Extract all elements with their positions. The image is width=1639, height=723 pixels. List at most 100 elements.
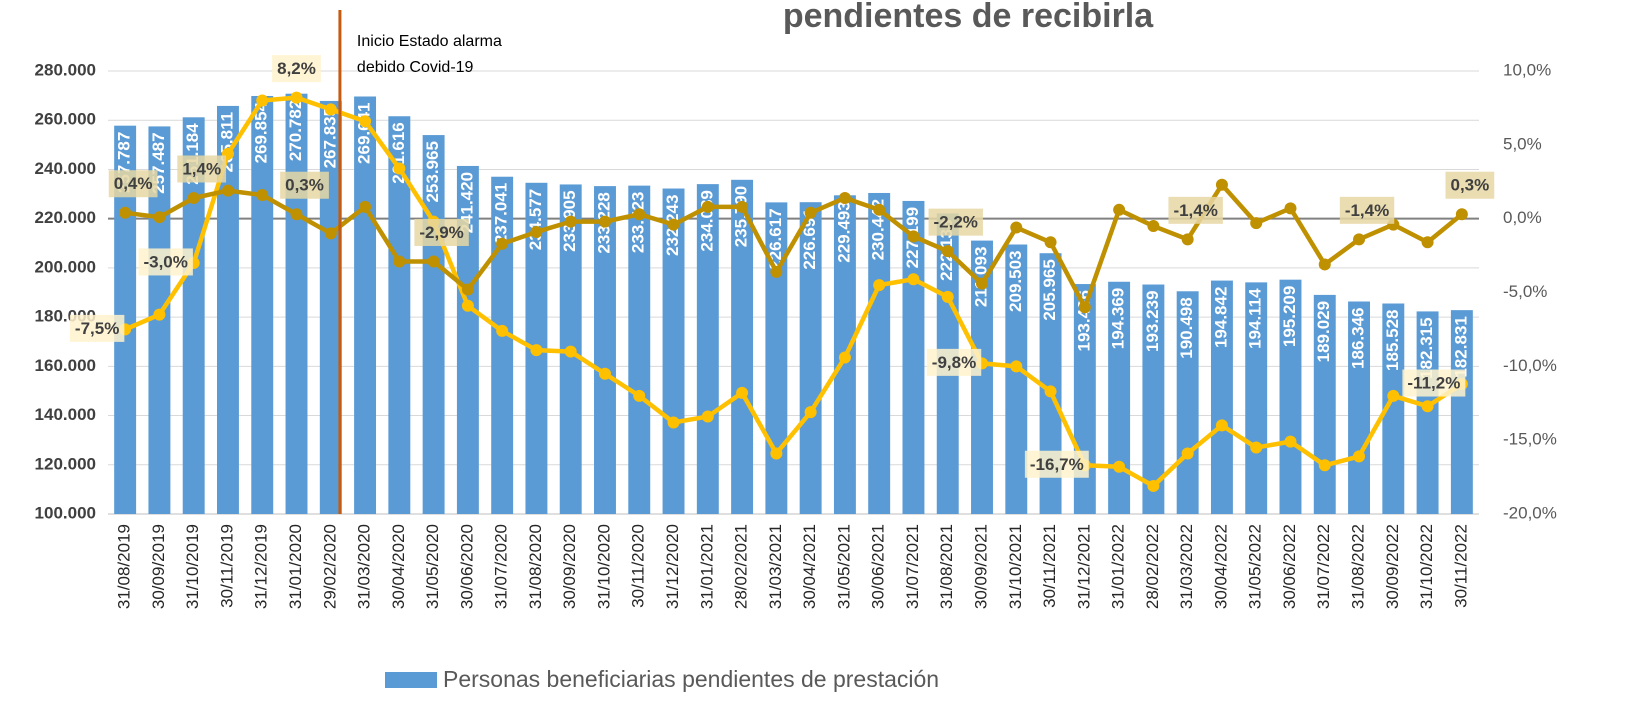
y-tick-label: 200.000 <box>35 257 96 276</box>
line-marker <box>941 290 954 303</box>
bar <box>1450 310 1473 514</box>
line-marker <box>461 299 474 312</box>
line-value-label: -11,2% <box>1407 374 1460 393</box>
y-tick-label: 160.000 <box>35 356 96 375</box>
line-marker <box>838 191 851 204</box>
line-marker <box>1010 360 1023 373</box>
x-tick-label: 31/07/2022 <box>1314 524 1333 609</box>
x-tick-label: 31/08/2022 <box>1349 524 1368 609</box>
bar <box>456 165 479 515</box>
y-tick-label: 280.000 <box>35 60 96 79</box>
line-marker <box>1113 460 1126 473</box>
bar <box>388 116 411 515</box>
line-marker <box>359 200 372 213</box>
x-tick-label: 31/08/2021 <box>937 524 956 609</box>
line-label: 0,3% <box>280 171 329 199</box>
line-marker <box>1078 301 1091 314</box>
bar-value-label: 234.039 <box>697 190 716 251</box>
bar <box>628 185 651 515</box>
line-value-label: 1,4% <box>182 159 221 178</box>
line <box>124 95 1464 489</box>
line-marker <box>153 308 166 321</box>
line-label: -2,9% <box>414 218 469 246</box>
line-value-label: -2,2% <box>934 213 978 232</box>
line-value-label: 0,3% <box>285 176 324 195</box>
bar-value-label: 267.835 <box>320 107 339 168</box>
line-label: -11,2% <box>1402 369 1466 397</box>
line-marker <box>359 115 372 128</box>
line-marker <box>1147 479 1160 492</box>
x-tick-label: 31/05/2020 <box>423 524 442 609</box>
line-marker <box>290 91 303 104</box>
bar <box>1108 281 1131 514</box>
line-marker <box>530 344 543 357</box>
y2-tick-label: 0,0% <box>1503 208 1542 227</box>
line-marker <box>873 203 886 216</box>
legend-label: Personas beneficiarias pendientes de pre… <box>443 666 939 692</box>
line-value-label: -3,0% <box>143 252 187 271</box>
line-marker <box>324 227 337 240</box>
line-label: -2,2% <box>928 208 983 236</box>
line-label-bg <box>138 248 193 276</box>
line-marker <box>1353 450 1366 463</box>
line-label-bg <box>1402 369 1466 397</box>
bar-value-label: 190.498 <box>1177 297 1196 358</box>
line-marker <box>736 200 749 213</box>
line-marker <box>1353 233 1366 246</box>
x-tick-label: 30/04/2021 <box>800 524 819 609</box>
line-marker <box>393 255 406 268</box>
line-marker <box>427 255 440 268</box>
line-marker <box>1215 178 1228 191</box>
line <box>124 182 1464 310</box>
annotation-text: debido Covid-19 <box>357 59 474 76</box>
line-marker <box>1318 459 1331 472</box>
bar <box>1039 253 1062 514</box>
line-marker <box>119 206 132 219</box>
bar-value-label: 186.346 <box>1349 307 1368 368</box>
line-label-bg <box>1168 196 1223 224</box>
line-marker <box>153 211 166 224</box>
line-value-label: 8,2% <box>277 59 316 78</box>
bar-value-label: 211.093 <box>971 247 990 308</box>
line-marker <box>701 200 714 213</box>
line-marker <box>667 416 680 429</box>
x-tick-label: 30/11/2020 <box>629 524 648 608</box>
bar-value-label: 233.423 <box>629 192 648 253</box>
line-marker <box>598 215 611 228</box>
x-tick-label: 30/09/2022 <box>1383 524 1402 609</box>
line-label: -9,8% <box>926 348 982 376</box>
y2-tick-label: -5,0% <box>1503 282 1547 301</box>
line-marker <box>838 351 851 364</box>
bar <box>594 186 616 514</box>
line-label-bg <box>926 348 982 376</box>
bar <box>354 96 377 514</box>
y2-tick-label: 10,0% <box>1503 60 1551 79</box>
bar <box>1279 279 1302 514</box>
annotation-text: Inicio Estado alarma <box>357 33 502 50</box>
y-tick-label: 240.000 <box>35 159 96 178</box>
bar-value-label: 205.965 <box>1040 259 1059 320</box>
bar <box>1245 282 1268 514</box>
line-marker <box>564 345 577 358</box>
line-label: 1,4% <box>177 155 227 183</box>
line-marker <box>804 406 817 419</box>
line-marker <box>496 237 509 250</box>
y2-tick-label: -20,0% <box>1503 503 1557 522</box>
y2-tick-label: -10,0% <box>1503 356 1557 375</box>
bar-value-label: 226.617 <box>766 208 785 269</box>
line-marker <box>701 410 714 423</box>
line-marker <box>1215 419 1228 432</box>
bar <box>182 117 205 515</box>
line-marker <box>1284 435 1297 448</box>
legend-swatch <box>385 672 437 688</box>
line-marker <box>1284 202 1297 215</box>
bar <box>1382 303 1405 514</box>
bar <box>1005 244 1028 514</box>
x-tick-label: 30/09/2020 <box>560 524 579 609</box>
x-tick-label: 31/12/2020 <box>663 524 682 609</box>
bar <box>319 100 342 514</box>
line-marker <box>1250 217 1263 230</box>
x-tick-label: 30/06/2020 <box>457 524 476 609</box>
bar-value-label: 194.114 <box>1246 288 1265 349</box>
